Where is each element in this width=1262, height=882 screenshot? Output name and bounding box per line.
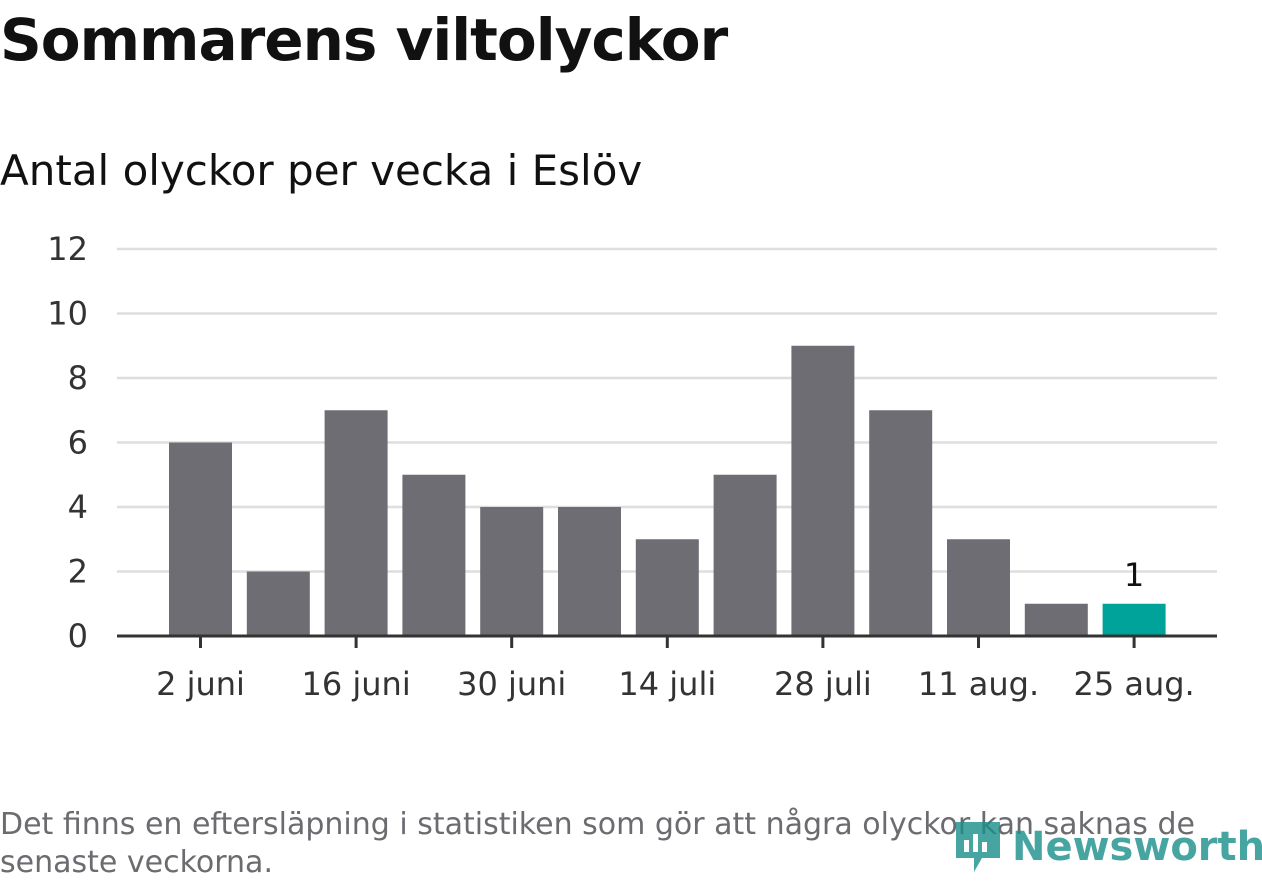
x-tick-label: 30 juni (457, 665, 566, 703)
bar (713, 474, 777, 636)
bar (791, 345, 855, 636)
newsworthy-logo: Newsworthy (952, 818, 1262, 876)
bar-chart: 0 2 4 6 8 10 12 1 2 juni 16 juni 30 juni 14 juli 28 … (47, 230, 1217, 703)
data-label: 1 (1124, 556, 1144, 594)
x-tick-label: 14 juli (618, 665, 716, 703)
y-tick-label: 2 (68, 553, 88, 591)
y-tick-label: 4 (68, 488, 88, 526)
bar (169, 442, 232, 636)
bar (480, 507, 544, 636)
x-tick-label: 28 juli (774, 665, 872, 703)
bar (869, 410, 933, 636)
x-tick-label: 11 aug. (918, 665, 1039, 703)
bar (402, 474, 466, 636)
y-tick-label: 6 (68, 424, 88, 462)
bar (324, 410, 388, 636)
y-tick-label: 12 (47, 230, 88, 268)
bar-highlight (1102, 603, 1166, 636)
bar (1024, 603, 1088, 636)
y-tick-label: 0 (68, 617, 88, 655)
bar (947, 539, 1010, 636)
newsworthy-logo-icon (956, 822, 1000, 872)
chart-subtitle: Antal olyckor per vecka i Eslöv (0, 146, 643, 195)
y-tick-label: 8 (68, 359, 88, 397)
bar (246, 571, 310, 636)
x-tick-label: 2 juni (156, 665, 245, 703)
x-tick-label: 16 juni (301, 665, 410, 703)
y-tick-label: 10 (47, 295, 88, 333)
chart-title: Sommarens viltolyckor (0, 6, 728, 74)
bar (558, 507, 621, 636)
bar (635, 539, 699, 636)
x-tick-label: 25 aug. (1073, 665, 1194, 703)
logo-text: Newsworthy (1012, 824, 1262, 870)
